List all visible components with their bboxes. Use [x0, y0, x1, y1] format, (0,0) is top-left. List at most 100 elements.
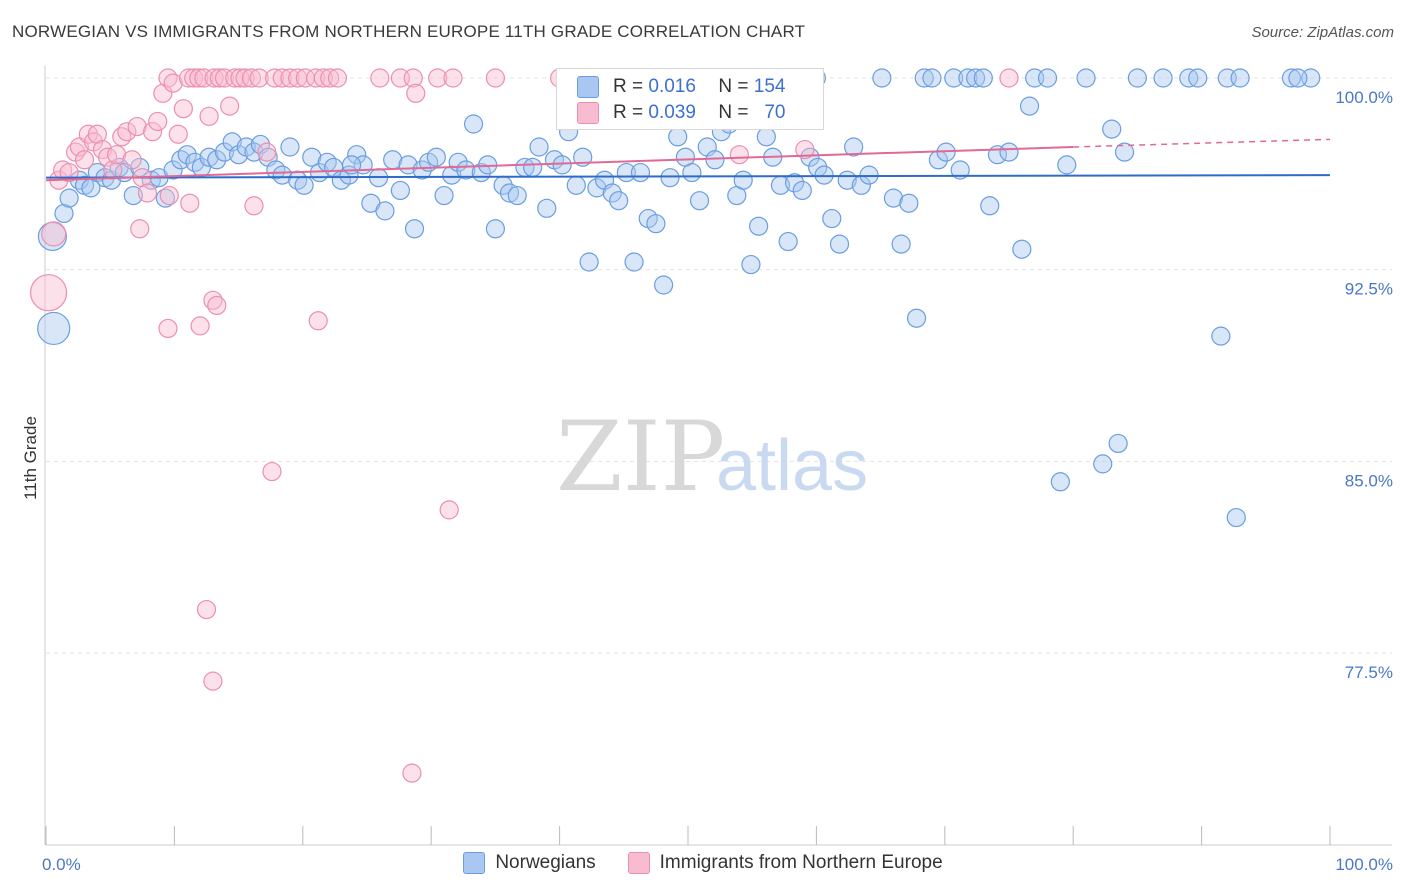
point-norwegians: [280, 137, 300, 157]
trend-norwegians: [45, 174, 1331, 179]
axis-labels: 11th Grade 100.0% 92.5% 85.0% 77.5% 0.0% 100.…: [21, 88, 1393, 874]
point-immigrants: [194, 68, 214, 88]
point-norwegians: [229, 145, 249, 165]
point-norwegians: [1012, 239, 1032, 259]
y-tick-label: 77.5%: [1345, 663, 1393, 682]
point-immigrants: [74, 150, 95, 170]
point-immigrants: [999, 68, 1019, 88]
point-norwegians: [199, 147, 219, 167]
point-norwegians: [587, 178, 607, 198]
point-norwegians: [272, 165, 292, 185]
point-immigrants: [180, 193, 200, 213]
point-norwegians: [689, 191, 710, 211]
legend-item-norwegians[interactable]: Norwegians: [463, 852, 596, 874]
point-norwegians: [523, 157, 543, 178]
point-norwegians: [1037, 68, 1058, 88]
point-immigrants: [402, 763, 422, 783]
watermark-zip: ZIP: [556, 401, 725, 513]
point-norwegians: [778, 231, 798, 252]
point-norwegians: [980, 196, 1000, 216]
y-axis-label: 11th Grade: [21, 416, 40, 500]
point-norwegians: [630, 162, 651, 183]
point-norwegians: [922, 68, 942, 88]
point-immigrants: [153, 83, 173, 103]
point-immigrants: [209, 68, 229, 88]
legend-r-label: R =: [613, 76, 644, 97]
watermark: ZIP atlas: [556, 401, 868, 513]
point-norwegians: [294, 175, 314, 195]
point-norwegians: [529, 137, 549, 157]
point-norwegians: [54, 203, 74, 224]
point-norwegians: [973, 68, 993, 88]
point-immigrants: [241, 68, 262, 88]
x-tick-label: 100.0%: [1335, 855, 1393, 874]
point-norwegians: [660, 168, 680, 188]
point-norwegians: [749, 216, 769, 236]
point-immigrants: [41, 221, 67, 247]
x-tick-label: 0.0%: [42, 855, 81, 874]
point-norwegians: [426, 147, 446, 167]
point-norwegians: [1230, 68, 1250, 88]
point-norwegians: [37, 311, 71, 346]
point-norwegians: [733, 170, 753, 190]
trend-immigrants-extension: [1073, 138, 1331, 148]
point-norwegians: [177, 145, 197, 165]
point-immigrants: [29, 274, 68, 312]
point-immigrants: [168, 124, 188, 144]
point-immigrants: [439, 500, 459, 520]
point-norwegians: [756, 127, 776, 147]
point-norwegians: [872, 68, 892, 88]
point-immigrants: [203, 290, 223, 310]
point-norwegians: [347, 145, 367, 165]
point-immigrants: [230, 68, 250, 88]
legend-row-norwegians: R = 0.016 N = 154: [577, 74, 785, 100]
point-norwegians: [507, 185, 527, 206]
stats-legend: R = 0.016 N = 154 R = 0.039 N = 70: [556, 68, 824, 130]
legend-item-immigrants[interactable]: Immigrants from Northern Europe: [627, 852, 943, 874]
point-immigrants: [127, 116, 147, 137]
point-immigrants: [403, 68, 423, 88]
point-immigrants: [406, 83, 426, 103]
watermark-atlas: atlas: [716, 426, 868, 506]
point-norwegians: [412, 160, 432, 180]
point-immigrants: [190, 316, 210, 336]
legend-n-value: 154: [753, 76, 786, 97]
axes: [44, 66, 1392, 846]
point-immigrants: [428, 68, 448, 88]
point-norwegians: [59, 188, 79, 208]
point-norwegians: [784, 173, 805, 193]
y-tick-label: 100.0%: [1335, 88, 1393, 107]
point-immigrants: [249, 68, 269, 88]
point-norwegians: [966, 68, 986, 88]
point-norwegians: [829, 234, 850, 254]
point-immigrants: [112, 127, 132, 147]
point-norwegians: [566, 175, 586, 195]
trend-immigrants: [45, 146, 1074, 182]
point-immigrants: [199, 106, 219, 126]
point-norwegians: [1226, 507, 1246, 528]
point-norwegians: [1114, 142, 1135, 162]
point-immigrants: [87, 124, 107, 144]
legend-r-value: 0.016: [648, 76, 696, 97]
point-norwegians: [844, 137, 864, 157]
point-norwegians: [1281, 68, 1302, 88]
point-norwegians: [163, 160, 183, 180]
point-immigrants: [225, 68, 245, 88]
point-immigrants: [262, 461, 282, 482]
point-norwegians: [579, 252, 599, 272]
legend-n-label: N =: [718, 102, 749, 123]
point-immigrants: [214, 68, 235, 88]
point-immigrants: [327, 68, 348, 88]
point-norwegians: [602, 183, 622, 203]
legend-swatch-immigrants: [577, 102, 599, 124]
point-immigrants: [264, 68, 285, 88]
point-immigrants: [148, 111, 168, 132]
point-immigrants: [122, 150, 142, 170]
point-norwegians: [537, 198, 557, 218]
point-norwegians: [266, 160, 286, 180]
point-norwegians: [499, 183, 520, 203]
point-norwegians: [999, 142, 1019, 162]
point-norwegians: [609, 191, 629, 211]
point-immigrants: [272, 68, 292, 88]
